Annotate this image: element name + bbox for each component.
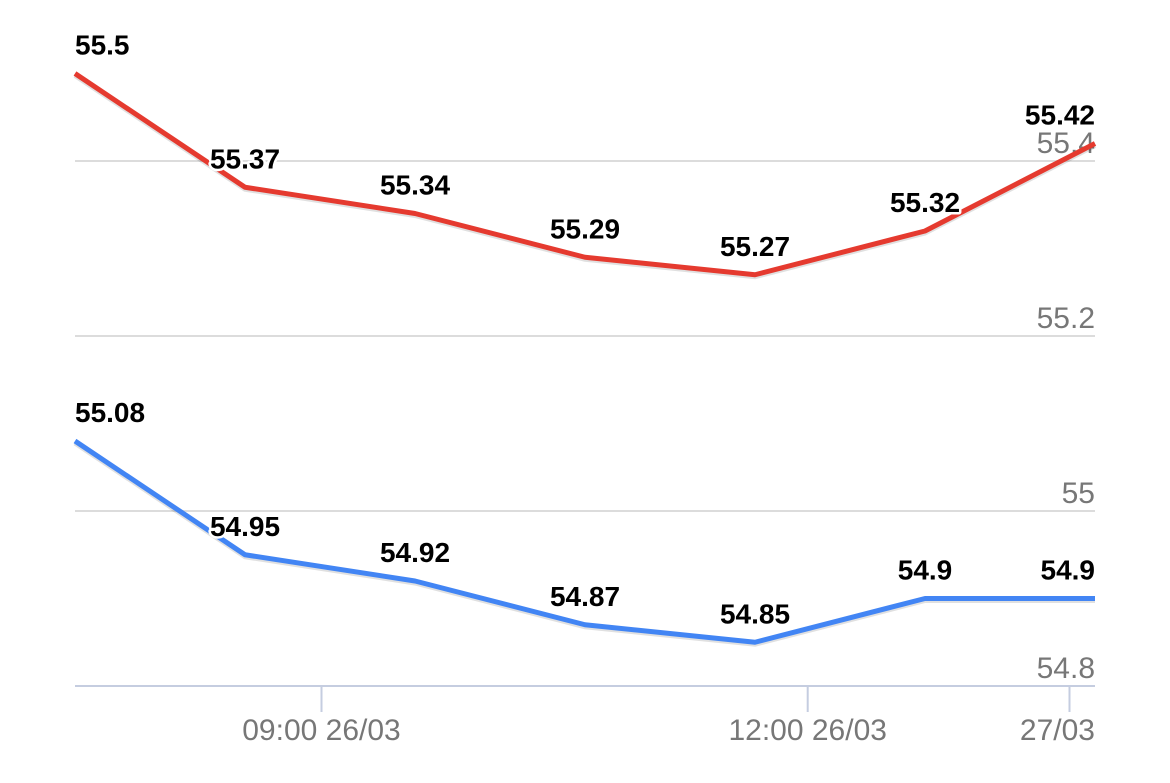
data-label: 54.87	[550, 581, 620, 612]
data-label: 55.32	[890, 187, 960, 218]
series-line	[73, 71, 1097, 278]
x-tick-label: 27/03	[1020, 714, 1095, 747]
series-line	[73, 438, 1095, 645]
x-tick-label: 12:00 26/03	[728, 714, 886, 747]
data-label: 55.34	[380, 170, 450, 201]
x-tick-label: 09:00 26/03	[242, 714, 400, 747]
y-tick-label: 55	[1062, 477, 1095, 510]
data-label: 55.42	[1025, 100, 1095, 131]
data-label: 54.92	[380, 537, 450, 568]
data-label: 55.29	[550, 213, 620, 244]
data-label: 55.08	[75, 397, 145, 428]
data-label: 55.5	[75, 30, 130, 61]
data-label: 55.37	[210, 143, 280, 174]
y-tick-label: 55.4	[1037, 127, 1095, 160]
y-tick-label: 54.8	[1037, 652, 1095, 685]
data-label: 54.85	[720, 598, 790, 629]
data-label: 54.95	[210, 511, 280, 542]
data-label: 55.27	[720, 231, 790, 262]
y-tick-label: 55.2	[1037, 302, 1095, 335]
data-label: 54.9	[898, 555, 953, 586]
data-label: 54.9	[1041, 555, 1096, 586]
